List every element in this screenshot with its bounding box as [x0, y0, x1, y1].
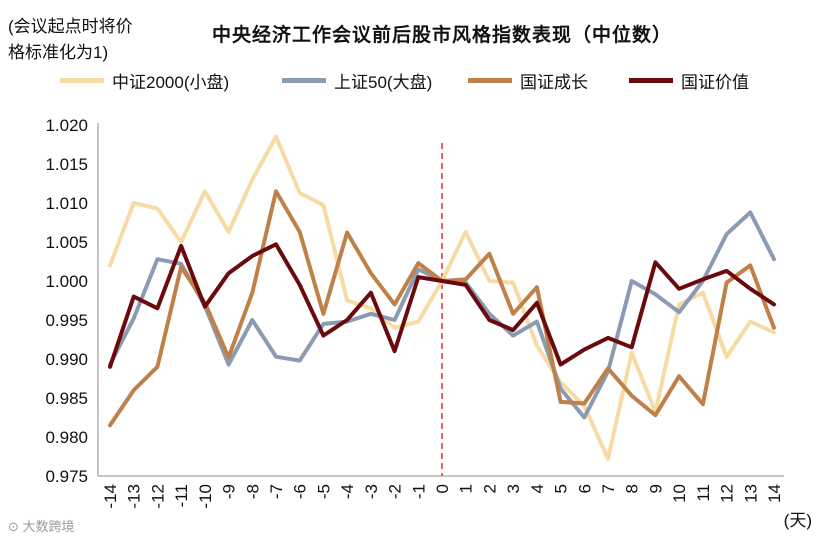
- y-tick-label: 0.990: [45, 350, 88, 369]
- x-tick-label: 8: [623, 484, 642, 493]
- x-tick-label: -2: [386, 484, 405, 499]
- y-tick-label: 1.020: [45, 116, 88, 135]
- legend-item: 国证价值: [629, 68, 749, 93]
- x-tick-label: 11: [694, 484, 713, 502]
- x-tick-label: -5: [314, 484, 333, 499]
- watermark-text: 大数跨境: [22, 519, 75, 534]
- legend-item: 国证成长: [468, 68, 588, 93]
- x-tick-label: -10: [196, 484, 215, 509]
- x-tick-label: 9: [646, 484, 665, 493]
- x-tick-label: -8: [243, 484, 262, 499]
- x-tick-label: 10: [670, 484, 689, 503]
- y-tick-label: 0.975: [45, 467, 88, 486]
- legend-swatch: [60, 78, 104, 83]
- legend-label: 国证价值: [681, 73, 749, 92]
- x-tick-label: 5: [552, 484, 571, 493]
- legend-swatch: [629, 78, 673, 83]
- y-tick-label: 1.010: [45, 194, 88, 213]
- legend-label: 中证2000(小盘): [112, 73, 230, 92]
- watermark-logo-icon: ⊙: [8, 519, 19, 534]
- x-tick-label: 3: [504, 484, 523, 493]
- y-tick-label: 1.015: [45, 155, 88, 174]
- x-tick-label: 4: [528, 484, 547, 493]
- x-tick-label: -11: [172, 484, 191, 507]
- chart-note-line-1: (会议起点时将价: [8, 17, 133, 36]
- x-tick-label: 0: [433, 484, 452, 493]
- chart-note: (会议起点时将价 格标准化为1): [8, 14, 133, 66]
- x-tick-label: 14: [765, 484, 784, 503]
- legend-item: 中证2000(小盘): [60, 68, 229, 93]
- chart-legend: 中证2000(小盘) 上证50(大盘) 国证成长 国证价值: [12, 68, 812, 96]
- x-tick-label: -9: [220, 484, 239, 499]
- x-tick-label: -7: [267, 484, 286, 499]
- chart-title: 中央经济工作会议前后股市风格指数表现（中位数）: [212, 25, 673, 46]
- x-tick-label: 1: [457, 484, 476, 493]
- x-tick-label: 2: [480, 484, 499, 493]
- legend-swatch: [282, 78, 326, 83]
- y-tick-label: 0.985: [45, 389, 88, 408]
- legend-label: 上证50(大盘): [334, 73, 433, 92]
- y-tick-label: 1.000: [45, 272, 88, 291]
- legend-swatch: [468, 78, 512, 83]
- y-tick-label: 1.005: [45, 233, 88, 252]
- x-tick-label: -4: [338, 484, 357, 499]
- x-tick-label: 7: [599, 484, 618, 493]
- watermark: ⊙ 大数跨境: [8, 516, 75, 535]
- series-line-4: [108, 242, 776, 369]
- x-tick-label: 12: [718, 484, 737, 503]
- x-tick-label: -3: [362, 484, 381, 499]
- x-axis-unit: (天): [784, 511, 812, 530]
- legend-item: 上证50(大盘): [282, 68, 432, 93]
- x-tick-label: -1: [409, 484, 428, 499]
- x-tick-label: 13: [741, 484, 760, 503]
- x-tick-label: 6: [575, 484, 594, 493]
- chart-note-line-2: 格标准化为1): [8, 43, 109, 62]
- legend-label: 国证成长: [520, 73, 588, 92]
- x-tick-label: -12: [148, 484, 167, 509]
- y-tick-label: 0.980: [45, 428, 88, 447]
- x-tick-label: -6: [291, 484, 310, 499]
- y-tick-label: 0.995: [45, 311, 88, 330]
- x-tick-label: -13: [125, 484, 144, 509]
- x-tick-label: -14: [101, 484, 120, 509]
